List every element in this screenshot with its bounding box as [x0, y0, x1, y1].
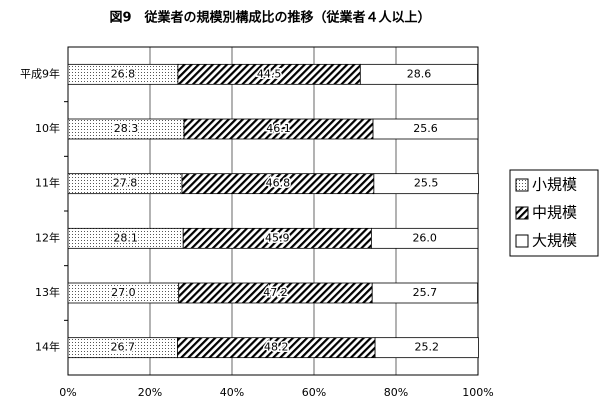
y-tick-label: 11年 [35, 176, 60, 190]
y-tick-label: 平成9年 [20, 66, 60, 80]
value-label: 25.6 [413, 122, 438, 135]
value-label: 45.9 [265, 231, 290, 244]
value-label: 27.8 [113, 177, 138, 190]
value-label: 28.3 [114, 122, 139, 135]
value-label: 28.1 [113, 231, 138, 244]
y-tick-label: 10年 [35, 121, 60, 135]
x-tick-label: 60% [302, 386, 326, 399]
plot-border [67, 46, 479, 376]
value-label: 46.1 [266, 122, 291, 135]
legend-swatch [515, 234, 529, 248]
chart-title: 図9 従業者の規模別構成比の推移（従業者４人以上） [109, 10, 430, 26]
bar-segment [372, 118, 479, 140]
value-label: 44.5 [257, 67, 282, 80]
value-label: 25.2 [415, 341, 440, 354]
y-tick-label: 14年 [35, 340, 60, 354]
x-tick-label: 40% [220, 386, 244, 399]
x-tick-label: 80% [384, 386, 408, 399]
y-tick-label: 13年 [35, 285, 60, 299]
legend-label: 大規模 [532, 232, 577, 250]
bar-segment [359, 63, 478, 85]
value-label: 46.8 [266, 177, 291, 190]
bar-segment [373, 173, 479, 195]
legend-label: 中規模 [532, 204, 577, 222]
value-label: 27.0 [111, 286, 136, 299]
legend-label: 小規模 [532, 176, 577, 194]
x-tick-label: 20% [138, 386, 162, 399]
value-label: 25.7 [413, 286, 438, 299]
value-label: 28.6 [407, 67, 432, 80]
value-label: 26.7 [110, 341, 135, 354]
x-tick-label: 100% [462, 386, 493, 399]
value-label: 26.0 [412, 231, 437, 244]
y-tick-label: 12年 [35, 230, 60, 244]
value-label: 25.5 [414, 177, 439, 190]
bar-segment [370, 227, 479, 249]
value-label: 47.2 [263, 286, 288, 299]
legend-swatch [515, 206, 529, 220]
value-label: 48.2 [264, 341, 289, 354]
x-tick-label: 0% [59, 386, 76, 399]
value-label: 26.8 [111, 67, 136, 80]
bar-segment [371, 282, 478, 304]
legend-swatch [515, 178, 529, 192]
bar-segment [374, 337, 479, 359]
